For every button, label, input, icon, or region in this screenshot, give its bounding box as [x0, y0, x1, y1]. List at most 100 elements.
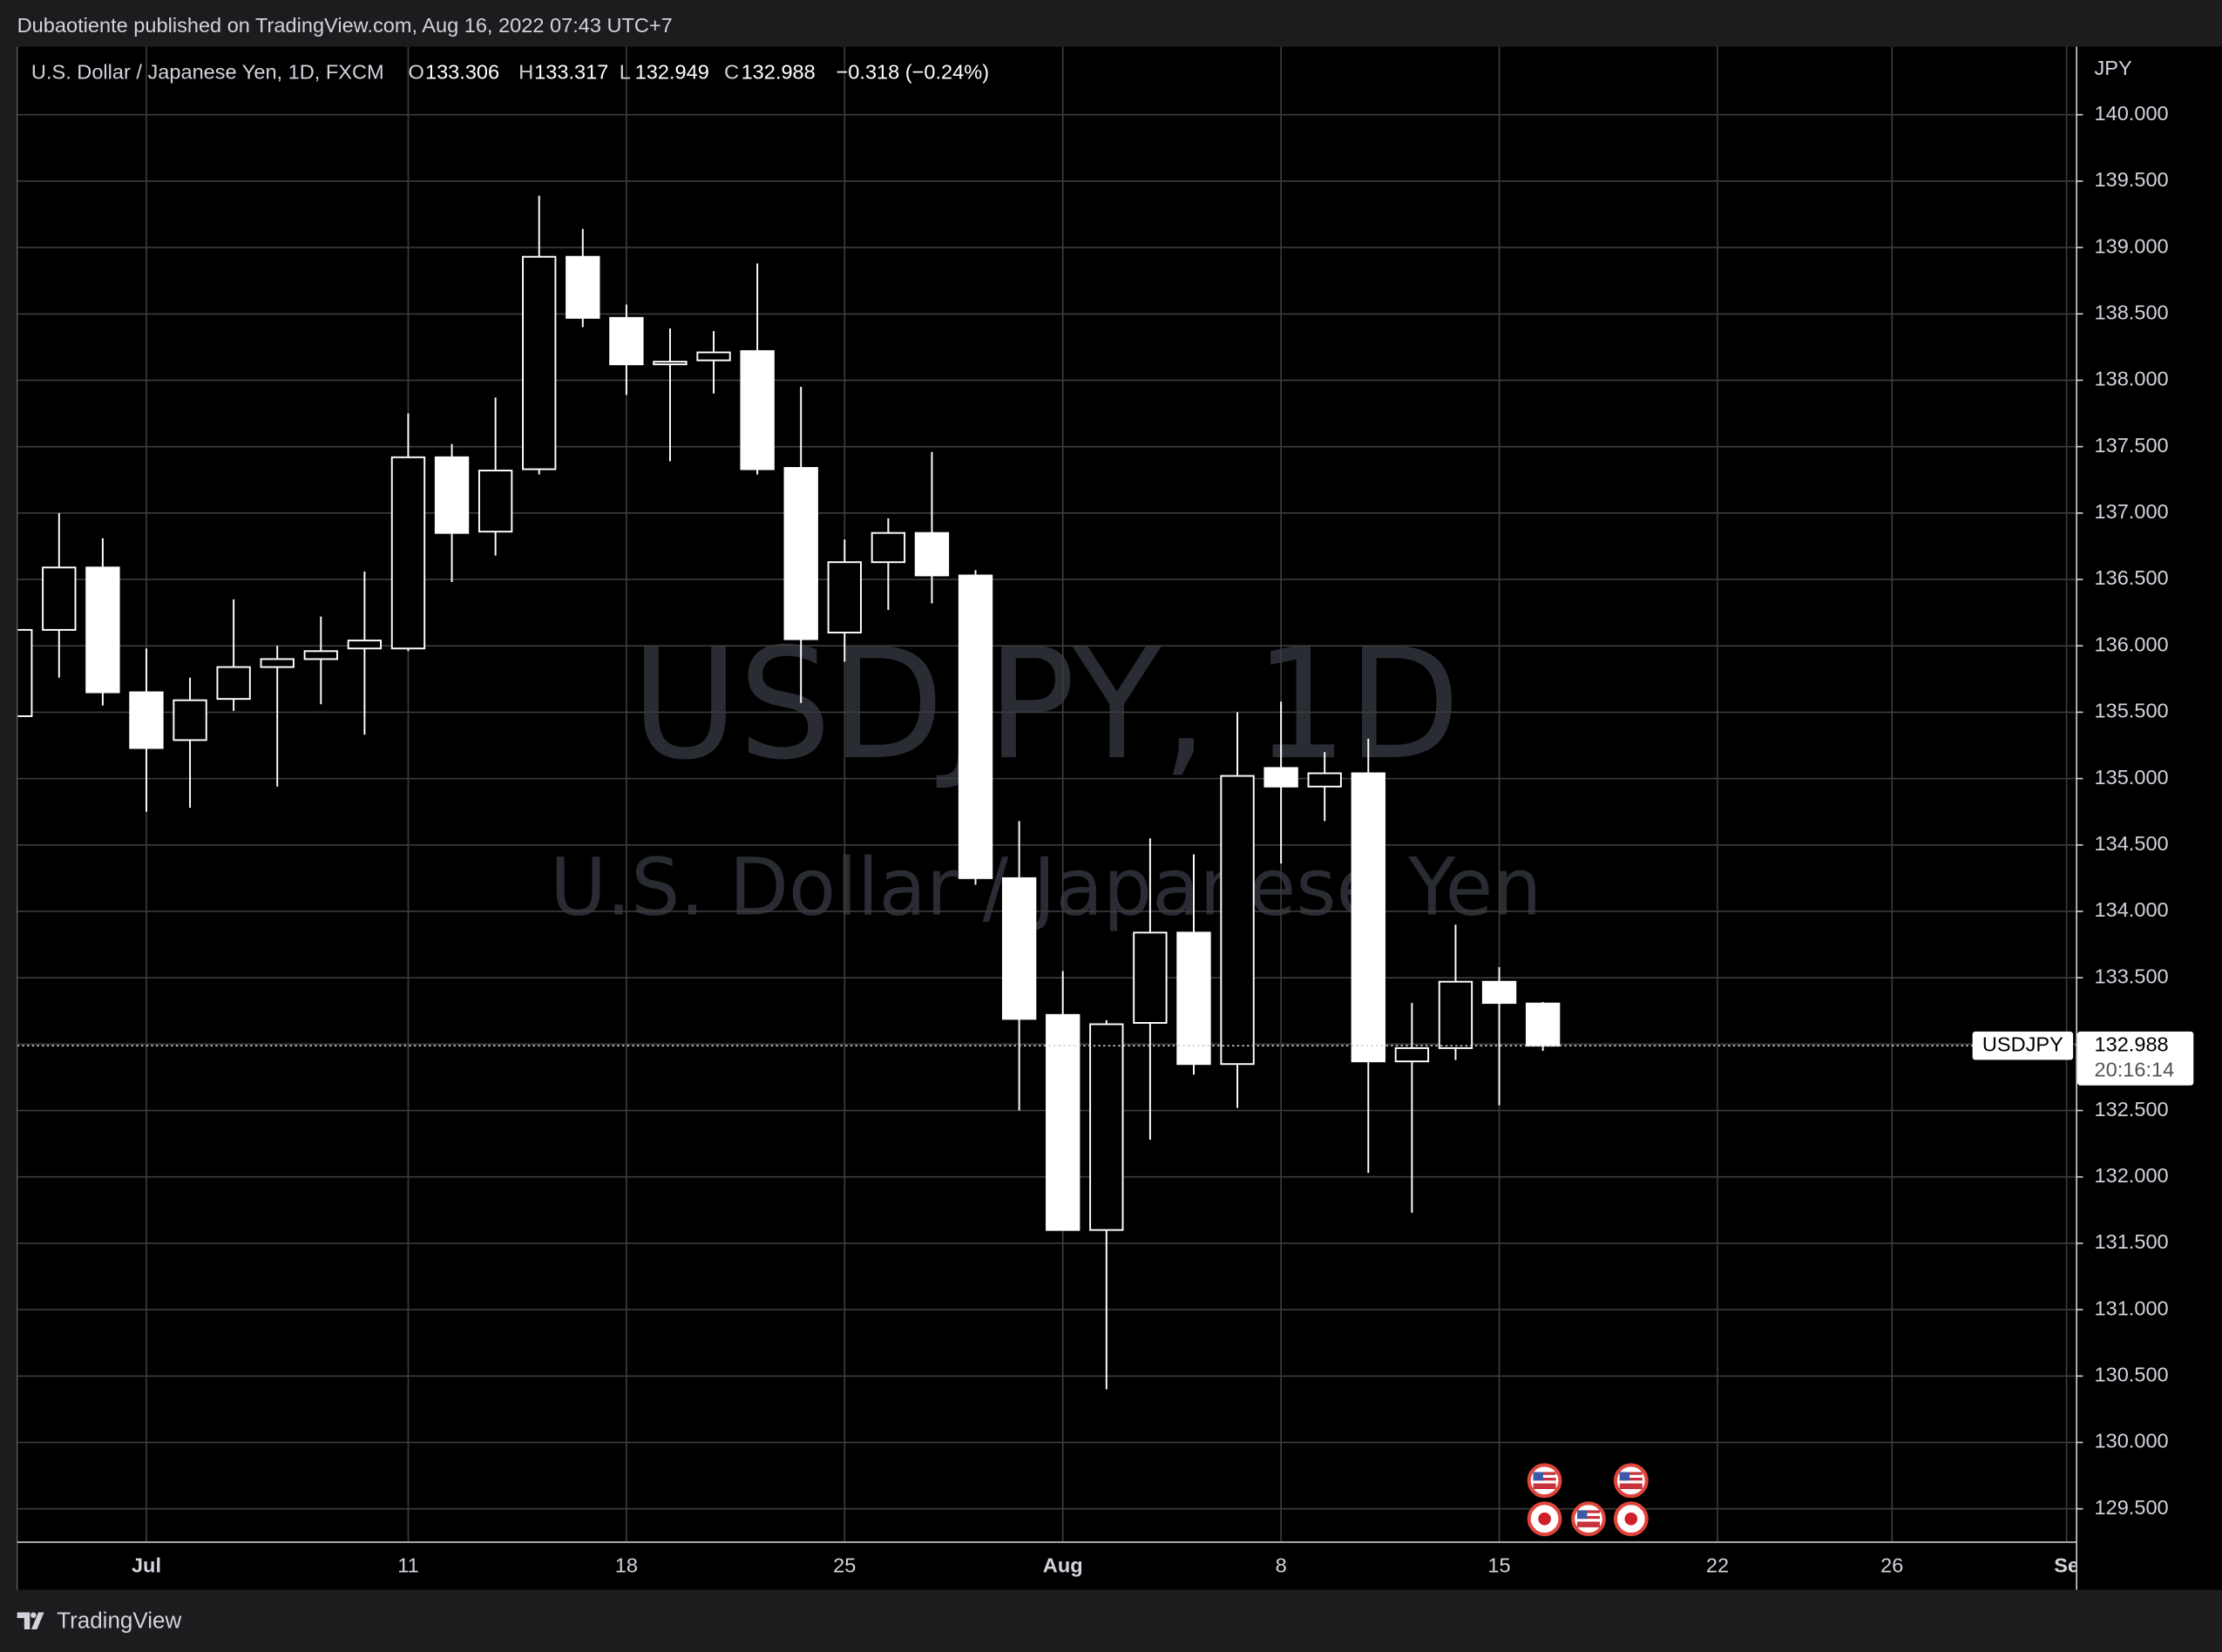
y-tick-label: 140.000: [2094, 102, 2168, 125]
candle-body: [216, 666, 251, 701]
brand-logo-dot: [30, 1612, 37, 1618]
candle-body: [653, 361, 688, 366]
published-line: Dubaotiente published on TradingView.com…: [17, 14, 673, 37]
event-us[interactable]: [1571, 1501, 1606, 1537]
event-us[interactable]: [1613, 1463, 1649, 1499]
countdown-label: 20:16:14: [2094, 1059, 2174, 1081]
candle-body: [1525, 1002, 1561, 1047]
candle-body: [740, 349, 775, 471]
ohlc-value: 133.306: [425, 61, 499, 84]
candle-body: [17, 628, 33, 717]
y-tick-label: 133.500: [2094, 965, 2168, 987]
y-tick-label: 129.500: [2094, 1496, 2168, 1519]
candle-body: [1351, 772, 1385, 1063]
watermark: USDJPY, 1D U.S. Dollar / Japanese Yen: [550, 616, 1541, 933]
ohlc-value: 133.317: [534, 61, 608, 84]
y-tick-label: 130.500: [2094, 1364, 2168, 1386]
candle-body: [1001, 877, 1037, 1020]
event-jp[interactable]: [1613, 1501, 1649, 1537]
candle-body: [1176, 931, 1211, 1066]
candle-body: [914, 531, 950, 577]
x-tick-label: 15: [1487, 1554, 1510, 1577]
candle-body: [1394, 1046, 1430, 1063]
plot: [17, 195, 2076, 1390]
legend-line: U.S. Dollar / Japanese Yen, 1D, FXCM O 1…: [31, 61, 989, 84]
y-tick-label: 131.000: [2094, 1297, 2168, 1319]
event-us[interactable]: [1527, 1463, 1562, 1499]
ohlc-letter: C: [724, 61, 739, 84]
ohlc-value: 132.949: [635, 61, 709, 84]
x-tick-label: Jul: [132, 1554, 161, 1577]
watermark-symbol: USDJPY, 1D: [632, 616, 1460, 794]
y-tick-label: 138.500: [2094, 301, 2168, 323]
candle-body: [871, 531, 906, 564]
change-label: −0.318 (−0.24%): [837, 61, 990, 84]
y-tick-label: 138.000: [2094, 368, 2168, 390]
x-tick-label: 22: [1706, 1554, 1729, 1577]
y-tick-label: 137.000: [2094, 500, 2168, 523]
candle-body: [522, 255, 557, 471]
x-tick-label: 26: [1880, 1554, 1903, 1577]
candle-body: [129, 691, 164, 749]
event-jp[interactable]: [1527, 1501, 1562, 1537]
y-tick-label: 139.000: [2094, 234, 2168, 257]
candle-body: [1481, 980, 1517, 1005]
y-tick-label: 134.500: [2094, 832, 2168, 855]
brand-logo: [17, 1612, 44, 1629]
candle-body: [434, 456, 470, 534]
ohlc-value: 132.988: [742, 61, 816, 84]
watermark-name: U.S. Dollar / Japanese Yen: [550, 841, 1541, 933]
candle-body: [827, 561, 862, 633]
candle-body: [303, 650, 338, 660]
y-tick-label: 132.500: [2094, 1098, 2168, 1121]
price-label-box: [2076, 1031, 2194, 1086]
y-tick-label: 132.000: [2094, 1164, 2168, 1187]
x-tick-label: 25: [833, 1554, 856, 1577]
y-axis: 129.500 130.000 130.500 131.000 131.500 132.0…: [2076, 102, 2169, 1519]
candle-body: [1089, 1023, 1124, 1231]
candle-body: [1307, 772, 1342, 788]
candle-body: [1046, 1013, 1081, 1231]
candle-body: [566, 255, 600, 319]
y-tick-label: 136.000: [2094, 633, 2168, 655]
y-tick-label: 139.500: [2094, 168, 2168, 191]
candle-body: [42, 566, 77, 631]
candle-body: [173, 699, 207, 741]
candle-body: [347, 640, 383, 650]
brand-text: TradingView: [57, 1608, 181, 1634]
ohlc-letter: O: [408, 61, 423, 84]
candle-body: [478, 470, 513, 533]
y-tick-label: 136.500: [2094, 566, 2168, 589]
price-label: 132.988: [2094, 1032, 2168, 1055]
x-tick-label: Se: [2054, 1554, 2079, 1577]
symbol-title: U.S. Dollar / Japanese Yen, 1D, FXCM: [31, 61, 384, 84]
x-tick-label: 8: [1276, 1554, 1287, 1577]
candle-body: [958, 574, 993, 879]
y-tick-label: 135.000: [2094, 766, 2168, 789]
candle-body: [696, 351, 731, 362]
event-markers: [1527, 1463, 1649, 1537]
x-axis: Jul 11 18 25 Aug 8 15 22 26 Se: [132, 1554, 2079, 1577]
y-tick-label: 131.500: [2094, 1230, 2168, 1253]
candle-body: [260, 658, 295, 668]
grid: [17, 46, 2076, 1542]
candle-body: [85, 566, 120, 694]
candle-body: [1263, 767, 1298, 788]
x-tick-label: Aug: [1043, 1554, 1083, 1577]
candle-body: [1220, 775, 1255, 1066]
candle-body: [783, 467, 818, 640]
symbol-label-box: [1972, 1031, 2074, 1060]
y-tick-label: 135.500: [2094, 700, 2168, 722]
axis-unit: JPY: [2094, 57, 2131, 79]
ohlc-letter: H: [518, 61, 533, 84]
candle-body: [1438, 980, 1473, 1049]
brand: TradingView: [17, 1608, 182, 1634]
symbol-label: USDJPY: [1982, 1032, 2063, 1055]
y-tick-label: 137.500: [2094, 434, 2168, 457]
x-tick-label: 11: [397, 1554, 418, 1577]
y-tick-label: 130.000: [2094, 1430, 2168, 1452]
candle-body: [609, 316, 644, 366]
candle-body: [390, 456, 426, 650]
